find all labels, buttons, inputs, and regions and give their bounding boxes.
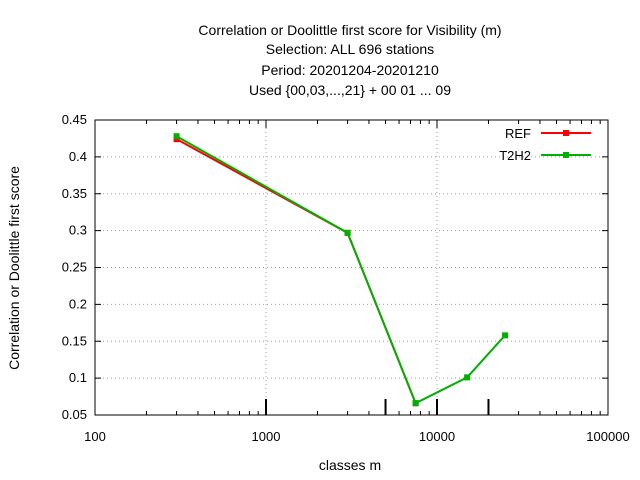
legend-label: REF (505, 126, 531, 141)
chart-title-line-1: Correlation or Doolittle first score for… (198, 22, 501, 38)
chart-title-line-2: Selection: ALL 696 stations (266, 41, 434, 57)
chart-title-line-4: Used {00,03,...,21} + 00 01 ... 09 (249, 82, 451, 98)
class-marker-layer (265, 399, 490, 415)
legend-marker-ref (563, 130, 569, 136)
legend-label: T2H2 (499, 148, 531, 163)
y-tick-label: 0.15 (62, 333, 87, 348)
y-tick-label: 0.35 (62, 186, 87, 201)
series-point-t2h2 (464, 374, 471, 381)
x-tick-label: 100000 (586, 429, 629, 444)
series-layer (173, 133, 509, 407)
series-point-t2h2 (502, 332, 509, 339)
series-line-ref (176, 138, 417, 404)
legend: REF T2H2 (499, 126, 591, 163)
y-tick-label: 0.4 (69, 149, 87, 164)
x-tick-label: 100 (84, 429, 106, 444)
series-line-t2h2 (176, 135, 506, 405)
y-tick-label: 0.2 (69, 296, 87, 311)
series-point-t2h2 (344, 229, 351, 236)
y-tick-label: 0.3 (69, 223, 87, 238)
y-tick-label: 0.1 (69, 370, 87, 385)
y-axis-label: Correlation or Doolittle first score (6, 166, 22, 370)
tick-layer: 0.05 0.1 0.15 0.2 0.25 0.3 0.35 0.4 0.45 100 1000 1… (62, 112, 630, 444)
y-tick-label: 0.45 (62, 112, 87, 127)
x-tick-label: 1000 (252, 429, 281, 444)
chart-title: Correlation or Doolittle first score for… (198, 22, 501, 98)
y-tick-label: 0.05 (62, 407, 87, 422)
series-point-t2h2 (412, 400, 419, 407)
legend-marker-t2h2 (563, 152, 569, 158)
x-axis-label: classes m (319, 457, 381, 473)
grid-layer (95, 120, 608, 415)
x-tick-label: 10000 (419, 429, 455, 444)
y-tick-label: 0.25 (62, 260, 87, 275)
chart-title-line-3: Period: 20201204-20201210 (261, 62, 439, 78)
series-point-t2h2 (173, 133, 180, 140)
